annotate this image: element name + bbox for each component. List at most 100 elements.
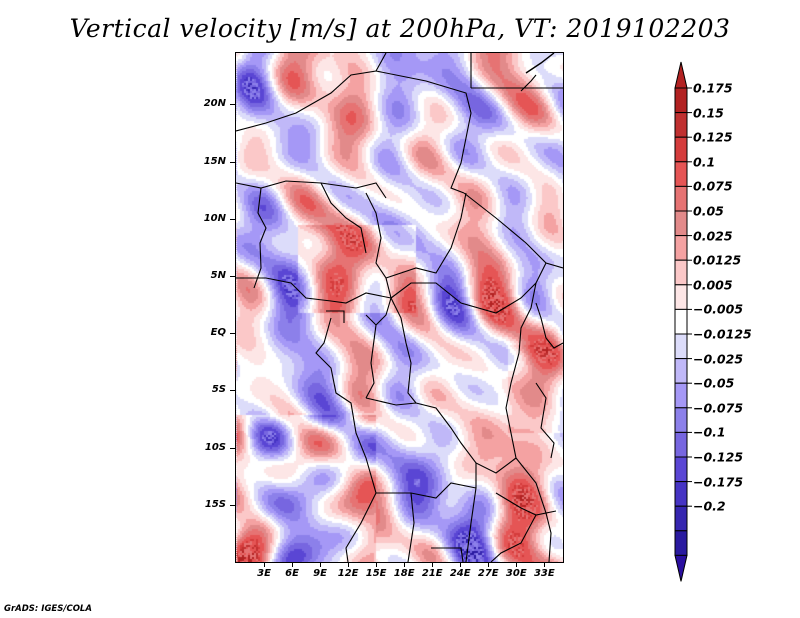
y-tick: [230, 447, 236, 449]
colorbar-box: [674, 161, 688, 187]
colorbar-box: [674, 210, 688, 237]
colorbar-box: [674, 382, 688, 409]
colorbar-label: −0.2: [693, 498, 726, 514]
colorbar-box: [674, 358, 688, 384]
x-tick: [544, 562, 546, 567]
border-line: [463, 192, 563, 269]
border-line: [518, 282, 537, 354]
colorbar-label: 0.125: [693, 129, 733, 145]
x-tick-label: 15E: [365, 568, 387, 579]
border-line: [365, 192, 392, 299]
x-tick: [376, 562, 378, 567]
colorbar-box: [674, 308, 688, 335]
border-line: [236, 277, 392, 304]
colorbar-box: [674, 259, 688, 286]
border-line: [490, 514, 537, 562]
colorbar-label: −0.075: [693, 400, 744, 416]
colorbar-box: [674, 87, 688, 114]
y-tick-label: 20N: [203, 98, 226, 110]
y-tick: [230, 276, 236, 278]
colorbar-label: −0.1: [693, 424, 726, 440]
y-tick-label: 10N: [203, 212, 226, 224]
y-tick: [230, 218, 236, 220]
x-tick-label: 30E: [505, 568, 527, 579]
colorbar-box: [674, 456, 688, 483]
vertical-velocity-field: [236, 53, 563, 562]
border-line: [495, 492, 557, 516]
y-tick: [230, 161, 236, 163]
y-tick: [230, 104, 236, 106]
border-line: [385, 192, 467, 279]
x-tick: [348, 562, 350, 567]
colorbar-label: 0.1: [693, 154, 716, 170]
colorbar-box: [674, 235, 688, 261]
x-tick-label: 27E: [477, 568, 499, 579]
x-tick: [460, 562, 462, 567]
border-line: [315, 317, 377, 562]
colorbar-label: 0.005: [693, 277, 733, 293]
map-plot-area: [236, 53, 563, 562]
y-tick-label: 15N: [203, 155, 226, 167]
border-line: [431, 547, 464, 562]
border-line: [520, 74, 537, 92]
x-tick-label: 12E: [337, 568, 359, 579]
x-tick: [432, 562, 434, 567]
colorbar-label: −0.0125: [693, 326, 752, 342]
border-line: [525, 53, 555, 74]
x-tick-label: 21E: [421, 568, 443, 579]
border-line: [505, 352, 520, 459]
colorbar-label: 0.075: [693, 178, 733, 194]
chart-title: Vertical velocity [m/s] at 200hPa, VT: 2…: [69, 14, 731, 43]
colorbar-label: 0.15: [693, 105, 724, 121]
border-line: [390, 262, 547, 314]
border-line: [535, 382, 555, 459]
colorbar-label: 0.0125: [693, 252, 742, 268]
colorbar-label: 0.175: [693, 80, 733, 96]
x-tick-label: 33E: [533, 568, 555, 579]
x-tick: [404, 562, 406, 567]
coastline: [535, 302, 563, 349]
x-tick: [292, 562, 294, 567]
colorbar-under-arrow: [674, 554, 688, 582]
border-line: [407, 492, 415, 562]
border-line: [253, 187, 267, 289]
border-line: [365, 324, 377, 399]
border-line: [326, 310, 345, 323]
colorbar-label: −0.125: [693, 449, 744, 465]
colorbar-over-arrow: [674, 61, 688, 89]
border-line: [376, 482, 477, 499]
x-tick-label: 3E: [257, 568, 271, 579]
colorbar-box: [674, 505, 688, 532]
x-tick-label: 6E: [285, 568, 299, 579]
colorbar-box: [674, 185, 688, 212]
border-line: [365, 397, 517, 474]
x-tick: [488, 562, 490, 567]
border-line: [465, 463, 477, 562]
colorbar-box: [674, 333, 688, 360]
border-line: [390, 297, 417, 404]
y-tick-label: 5N: [210, 270, 226, 282]
colorbar-label: −0.175: [693, 474, 744, 490]
colorbar-box: [674, 407, 688, 433]
colorbar-label: −0.05: [693, 375, 735, 391]
y-tick-label: 10S: [204, 441, 226, 453]
colorbar-box: [674, 136, 688, 163]
border-line: [375, 70, 472, 194]
grads-credit: GrADS: IGES/COLA: [4, 604, 92, 614]
colorbar-label: 0.05: [693, 203, 724, 219]
y-tick: [230, 333, 236, 335]
colorbar-box: [674, 284, 688, 310]
border-line: [365, 297, 392, 326]
x-tick-label: 18E: [393, 568, 415, 579]
colorbar-box: [674, 112, 688, 138]
x-tick-label: 9E: [313, 568, 327, 579]
colorbar-label: −0.005: [693, 301, 744, 317]
x-tick: [264, 562, 266, 567]
y-tick-label: 5S: [211, 384, 226, 396]
y-tick: [230, 390, 236, 392]
y-tick-label: 15S: [204, 498, 226, 510]
country-borders: [236, 53, 563, 562]
border-line: [320, 182, 367, 254]
x-tick: [516, 562, 518, 567]
